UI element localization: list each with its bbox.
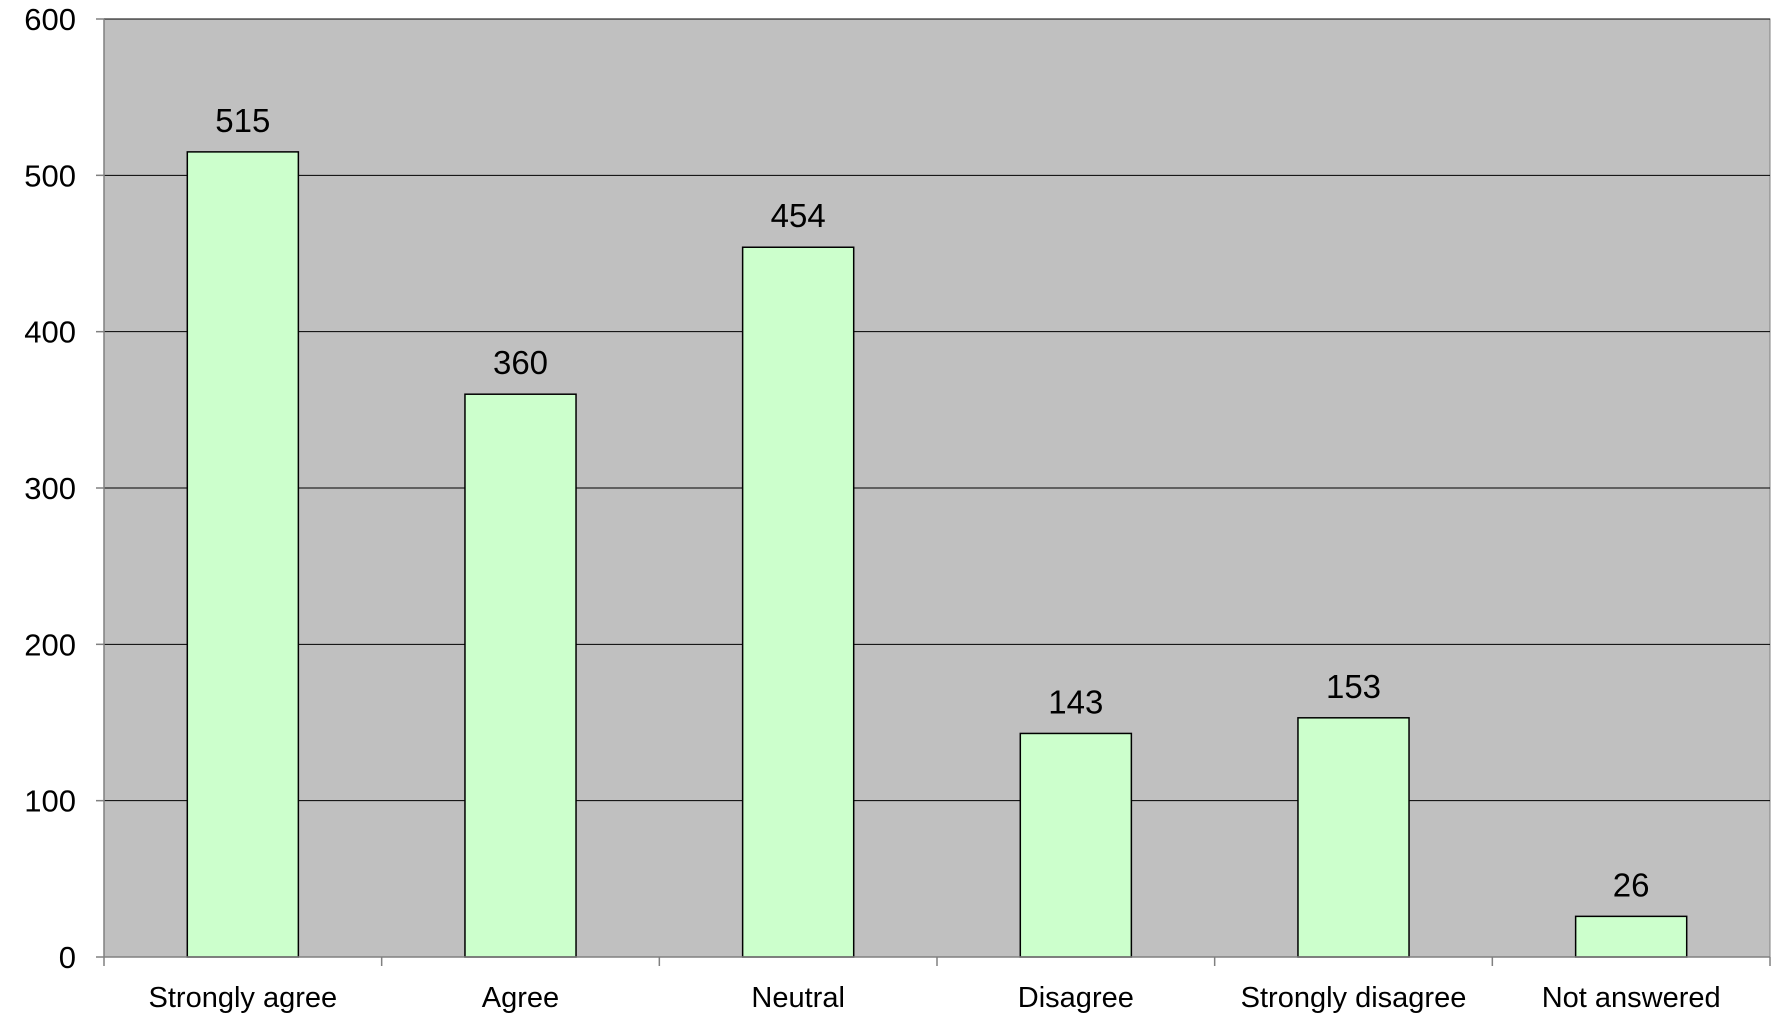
data-label: 454 (771, 197, 826, 234)
y-tick-label: 400 (24, 315, 76, 350)
gridlines (104, 18, 1770, 802)
x-category-label: Strongly disagree (1241, 982, 1467, 1014)
y-tick-label: 300 (24, 471, 76, 506)
x-category-label: Agree (482, 982, 559, 1014)
bar-strongly-agree (186, 151, 300, 958)
bar-strongly-disagree (1297, 717, 1410, 958)
bar-disagree (1019, 732, 1133, 958)
x-category-label: Strongly agree (149, 982, 338, 1014)
data-label: 360 (493, 344, 548, 381)
data-label: 515 (215, 102, 270, 139)
y-tick-label: 200 (24, 627, 76, 662)
bar-agree (464, 393, 577, 958)
x-category-label: Neutral (751, 982, 845, 1014)
bar-not-answered (1574, 915, 1688, 958)
y-tick-label: 100 (24, 784, 76, 819)
y-tick-label: 500 (24, 158, 76, 193)
data-label: 153 (1326, 668, 1381, 705)
y-tick-label: 600 (24, 2, 76, 37)
x-category-label: Not answered (1542, 982, 1721, 1014)
labels: 0 100 200 300 400 500 600 515 Strongly agree 360 A… (24, 2, 1720, 1014)
data-label: 143 (1048, 683, 1103, 720)
axes (96, 18, 1771, 966)
bar-neutral (741, 246, 855, 958)
bars (186, 151, 1688, 958)
data-label: 26 (1613, 866, 1650, 903)
y-tick-label: 0 (59, 940, 76, 975)
x-category-label: Disagree (1018, 982, 1134, 1014)
